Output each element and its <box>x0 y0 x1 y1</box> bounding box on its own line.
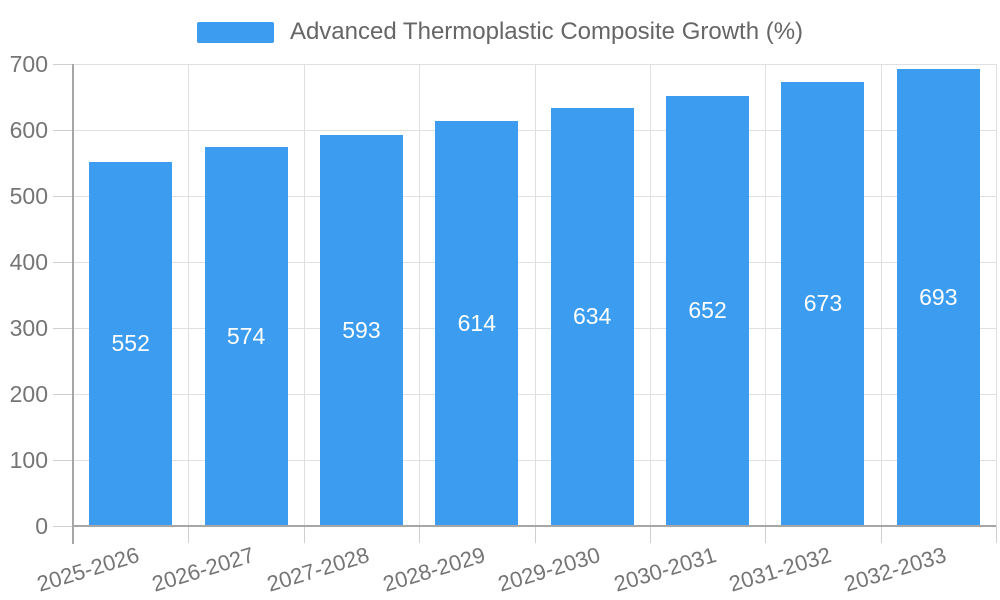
x-tick-mark <box>188 526 190 543</box>
y-axis-tick-label: 300 <box>9 315 48 341</box>
x-tick-mark <box>534 526 536 543</box>
x-tick-mark <box>649 526 651 543</box>
bar-value-label: 634 <box>573 303 612 330</box>
y-axis-tick-label: 200 <box>9 381 48 407</box>
y-axis-tick-label: 0 <box>35 513 48 539</box>
y-axis-tick-label: 400 <box>9 249 48 275</box>
bar-value-label: 614 <box>457 309 496 336</box>
y-tick-mark <box>53 460 73 461</box>
x-tick-mark <box>996 526 997 543</box>
bar[interactable]: 693 <box>896 68 980 526</box>
y-tick-mark <box>53 196 73 197</box>
y-axis-line <box>72 64 74 544</box>
v-gridline <box>303 64 305 526</box>
bar[interactable]: 593 <box>319 134 403 526</box>
x-tick-mark <box>765 526 767 543</box>
y-axis-tick-label: 100 <box>9 447 48 473</box>
x-axis-line <box>72 525 996 527</box>
v-gridline <box>880 64 882 526</box>
x-tick-mark <box>419 526 421 543</box>
bar[interactable]: 574 <box>204 147 288 526</box>
y-tick-mark <box>53 394 73 395</box>
legend-label: Advanced Thermoplastic Composite Growth … <box>289 18 804 45</box>
y-tick-mark <box>53 64 73 65</box>
v-gridline <box>649 64 651 526</box>
legend-swatch-icon <box>196 21 274 43</box>
bar-value-label: 593 <box>342 316 381 343</box>
bar[interactable]: 673 <box>781 81 865 526</box>
v-gridline <box>765 64 767 526</box>
y-axis-tick-label: 600 <box>9 117 48 143</box>
v-gridline <box>996 64 997 526</box>
bar[interactable]: 552 <box>89 161 173 526</box>
bar-value-label: 652 <box>688 297 727 324</box>
v-gridline <box>419 64 421 526</box>
bar[interactable]: 614 <box>435 120 519 526</box>
v-gridline <box>188 64 190 526</box>
y-tick-mark <box>53 526 73 527</box>
x-tick-mark <box>880 526 882 543</box>
y-tick-mark <box>53 130 73 131</box>
y-tick-mark <box>53 328 73 329</box>
y-tick-mark <box>53 262 73 263</box>
bar[interactable]: 634 <box>550 107 634 526</box>
y-axis-tick-label: 700 <box>9 51 48 77</box>
bar-value-label: 552 <box>111 330 150 357</box>
x-tick-mark <box>303 526 305 543</box>
bar-value-label: 673 <box>803 290 843 317</box>
y-axis-tick-label: 500 <box>9 183 48 209</box>
v-gridline <box>534 64 536 526</box>
bar[interactable]: 652 <box>666 95 750 526</box>
bar-value-label: 574 <box>226 323 266 350</box>
bar-value-label: 693 <box>919 283 958 310</box>
legend[interactable]: Advanced Thermoplastic Composite Growth … <box>0 18 1000 46</box>
